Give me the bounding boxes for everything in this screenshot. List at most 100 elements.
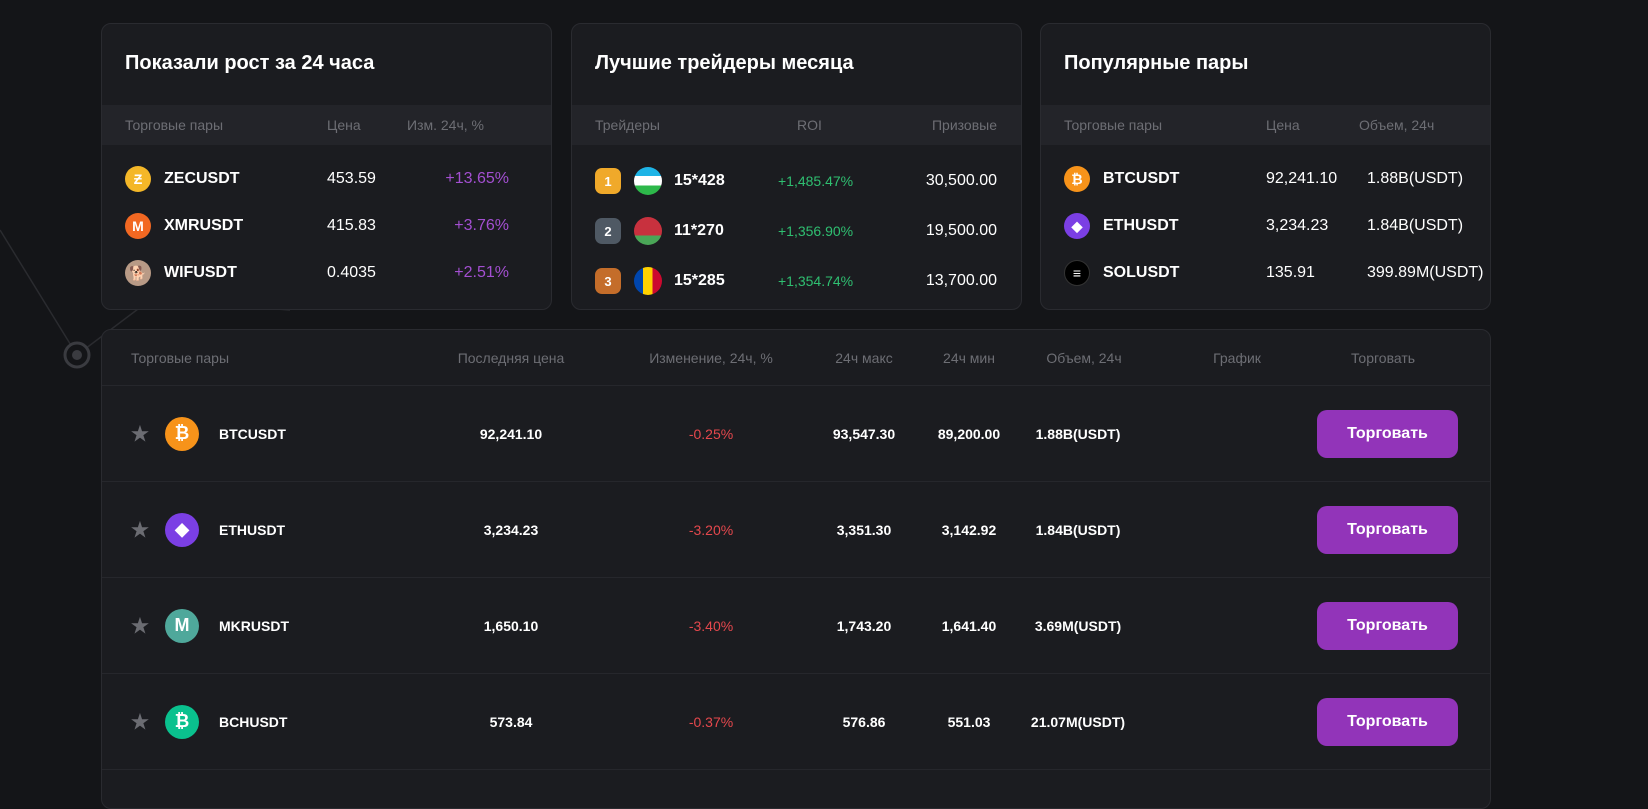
change: +13.65% [445, 170, 509, 187]
card-title: Популярные пары [1064, 52, 1249, 74]
trade-button[interactable]: Торговать [1317, 697, 1458, 746]
volume: 399.89M(USDT) [1367, 264, 1484, 281]
change: +3.76% [454, 217, 509, 234]
trader-row[interactable]: 3 15*285 +1,354.74% 13,700.00 [572, 261, 1021, 301]
pair-name: ZECUSDT [164, 170, 240, 187]
popular-row[interactable]: ₿ BTCUSDT 92,241.10 1.88B(USDT) [1041, 159, 1490, 199]
last-price: 3,234.23 [483, 521, 539, 538]
rank-medal-icon: 2 [595, 218, 621, 244]
trader-name: 15*285 [674, 272, 725, 289]
header-chart: График [1213, 349, 1261, 366]
pair-name[interactable]: ETHUSDT [219, 521, 286, 538]
trader-row[interactable]: 2 11*270 +1,356.90% 19,500.00 [572, 211, 1021, 251]
header-change: Изм. 24ч, % [407, 117, 484, 133]
pair-name: ETHUSDT [1103, 217, 1179, 234]
market-row[interactable]: ★ ₿ BCHUSDT 573.84 -0.37% 576.86 551.03 … [102, 674, 1490, 770]
card-title: Показали рост за 24 часа [125, 52, 375, 74]
ethereum-icon: ◆ [1064, 213, 1090, 239]
market-row[interactable]: ★ ₿ BTCUSDT 92,241.10 -0.25% 93,547.30 8… [102, 386, 1490, 482]
prize: 30,500.00 [925, 172, 997, 189]
prize: 19,500.00 [925, 222, 997, 239]
change: -0.25% [688, 425, 734, 442]
change: +2.51% [454, 264, 509, 281]
roi: +1,485.47% [778, 173, 854, 189]
monero-icon: M [125, 213, 151, 239]
price: 453.59 [327, 170, 376, 187]
pair-name[interactable]: BCHUSDT [219, 713, 288, 730]
trader-row[interactable]: 1 15*428 +1,485.47% 30,500.00 [572, 161, 1021, 201]
header-volume: Объем, 24ч [1046, 349, 1122, 366]
uzbekistan-flag-icon [634, 167, 662, 195]
last-price: 92,241.10 [479, 425, 543, 442]
header-roi: ROI [797, 117, 822, 133]
gainer-row[interactable]: 🐕 WIFUSDT 0.4035 +2.51% [102, 253, 551, 293]
dogwifhat-icon: 🐕 [125, 260, 151, 286]
market-row[interactable]: ★ M MKRUSDT 1,650.10 -3.40% 1,743.20 1,6… [102, 578, 1490, 674]
roi: +1,354.74% [778, 273, 854, 289]
trader-name: 11*270 [674, 222, 724, 239]
table-header: Торговые пары Цена Объем, 24ч [1041, 105, 1490, 145]
change: -0.37% [688, 713, 734, 730]
trade-button[interactable]: Торговать [1317, 409, 1458, 458]
high-24h: 3,351.30 [836, 521, 892, 538]
trade-button[interactable]: Торговать [1317, 505, 1458, 554]
header-low: 24ч мин [943, 349, 995, 366]
high-24h: 1,743.20 [836, 617, 892, 634]
trade-button[interactable]: Торговать [1317, 601, 1458, 650]
change: -3.40% [688, 617, 734, 634]
rank-medal-icon: 3 [595, 268, 621, 294]
header-high: 24ч макс [835, 349, 893, 366]
header-prize: Призовые [931, 117, 997, 133]
market-table-header: Торговые пары Последняя цена Изменение, … [102, 330, 1490, 386]
belarus-flag-icon [634, 217, 662, 245]
low-24h: 3,142.92 [941, 521, 997, 538]
price: 3,234.23 [1266, 217, 1329, 234]
header-last-price: Последняя цена [457, 349, 565, 366]
pair-name[interactable]: BTCUSDT [219, 425, 286, 442]
pair-name: SOLUSDT [1103, 264, 1180, 281]
gainer-row[interactable]: Ƶ ZECUSDT 453.59 +13.65% [102, 159, 551, 199]
volume-24h: 3.69M(USDT) [1034, 617, 1122, 634]
high-24h: 576.86 [842, 713, 886, 730]
pair-name: XMRUSDT [164, 217, 244, 234]
price: 135.91 [1266, 264, 1315, 281]
popular-row[interactable]: ≡ SOLUSDT 135.91 399.89M(USDT) [1041, 253, 1490, 293]
high-24h: 93,547.30 [832, 425, 896, 442]
volume-24h: 21.07M(USDT) [1030, 713, 1126, 730]
market-table: Торговые пары Последняя цена Изменение, … [101, 329, 1491, 809]
favorite-star-icon[interactable]: ★ [131, 519, 149, 541]
low-24h: 551.03 [947, 713, 991, 730]
bitcoin-icon: ₿ [165, 416, 199, 451]
market-row[interactable]: ★ ◆ ETHUSDT 3,234.23 -3.20% 3,351.30 3,1… [102, 482, 1490, 578]
pair-name: WIFUSDT [164, 264, 237, 281]
pair-name: BTCUSDT [1103, 170, 1180, 187]
pair-name[interactable]: MKRUSDT [219, 617, 289, 634]
favorite-star-icon[interactable]: ★ [131, 711, 149, 733]
volume-24h: 1.88B(USDT) [1035, 425, 1121, 442]
header-pairs: Торговые пары [131, 349, 230, 366]
header-volume: Объем, 24ч [1359, 117, 1435, 133]
favorite-star-icon[interactable]: ★ [131, 423, 149, 445]
header-price: Цена [1266, 117, 1300, 133]
rank-medal-icon: 1 [595, 168, 621, 194]
last-price: 1,650.10 [483, 617, 539, 634]
gainers-card: Показали рост за 24 часа Торговые пары Ц… [101, 23, 552, 310]
card-title: Лучшие трейдеры месяца [595, 52, 854, 74]
popular-pairs-card: Популярные пары Торговые пары Цена Объем… [1040, 23, 1491, 310]
bitcoin-icon: ₿ [1064, 166, 1090, 192]
header-pairs: Торговые пары [1064, 117, 1163, 133]
table-header: Трейдеры ROI Призовые [572, 105, 1021, 145]
change: -3.20% [688, 521, 734, 538]
header-traders: Трейдеры [595, 117, 660, 133]
low-24h: 89,200.00 [937, 425, 1001, 442]
popular-row[interactable]: ◆ ETHUSDT 3,234.23 1.84B(USDT) [1041, 206, 1490, 246]
roi: +1,356.90% [778, 223, 854, 239]
price: 92,241.10 [1266, 170, 1338, 187]
price: 0.4035 [327, 264, 376, 281]
last-price: 573.84 [489, 713, 533, 730]
favorite-star-icon[interactable]: ★ [131, 615, 149, 637]
gainer-row[interactable]: M XMRUSDT 415.83 +3.76% [102, 206, 551, 246]
header-change: Изменение, 24ч, % [649, 349, 773, 366]
zcash-icon: Ƶ [125, 166, 151, 192]
header-price: Цена [327, 117, 361, 133]
